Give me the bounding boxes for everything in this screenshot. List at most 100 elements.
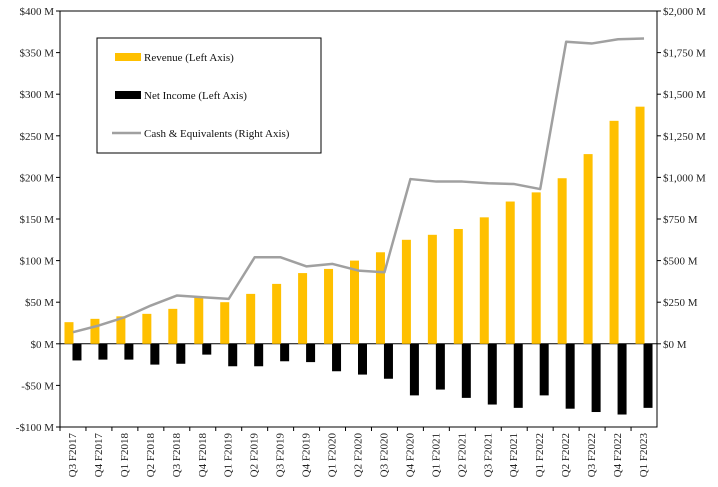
net-income-bar	[461, 343, 471, 398]
x-axis-tick-label: Q2 F2020	[353, 433, 365, 478]
left-axis-tick-label: $200 M	[19, 172, 54, 184]
net-income-bar	[332, 343, 342, 372]
left-axis-tick-label: $400 M	[19, 6, 54, 18]
net-income-bar	[176, 343, 186, 364]
x-axis-tick-label: Q3 F2022	[586, 433, 598, 477]
x-axis-tick-label: Q2 F2019	[249, 433, 261, 478]
x-axis-tick-label: Q1 F2020	[327, 433, 339, 478]
net-income-bar	[358, 343, 367, 375]
right-axis-tick-label: $250 M	[663, 297, 698, 309]
right-axis-tick-label: $1,000 M	[663, 172, 706, 184]
x-axis-tick-label: Q4 F2017	[93, 433, 105, 478]
revenue-bar	[142, 313, 152, 344]
x-axis-tick-label: Q2 F2018	[145, 433, 157, 478]
x-axis-tick-label: Q3 F2019	[275, 433, 287, 478]
revenue-bar	[272, 283, 282, 344]
revenue-bar	[479, 217, 489, 344]
revenue-bar	[220, 302, 230, 344]
x-axis-tick-label: Q2 F2022	[560, 433, 572, 477]
left-axis-tick-label: $100 M	[19, 256, 54, 268]
net-income-bar	[617, 343, 627, 415]
left-axis-tick-label: -$50 M	[21, 380, 54, 392]
right-axis-tick-label: $750 M	[663, 214, 698, 226]
revenue-bar	[505, 201, 515, 344]
x-axis-tick-label: Q1 F2021	[430, 433, 442, 477]
left-axis: -$100 M -$50 M $0 M $50 M $100 M $150 M $200 M…	[16, 6, 60, 434]
x-axis-tick-label: Q4 F2019	[301, 433, 313, 478]
legend-swatch-net-income	[115, 91, 141, 99]
net-income-bar	[565, 343, 575, 409]
legend-label: Cash & Equivalents (Right Axis)	[144, 128, 290, 140]
right-axis-tick-label: $1,500 M	[663, 89, 706, 101]
x-axis-tick-label: Q3 F2017	[67, 433, 79, 478]
x-axis-tick-label: Q4 F2020	[404, 433, 416, 478]
net-income-bar	[487, 343, 497, 405]
x-axis: Q3 F2017 Q4 F2017 Q1 F2018 Q2 F2018 Q3 F2018…	[59, 427, 650, 478]
net-income-bar	[202, 343, 212, 355]
net-income-bar	[124, 343, 134, 360]
legend-label: Revenue (Left Axis)	[144, 52, 234, 64]
revenue-bar	[427, 234, 437, 344]
revenue-bar	[531, 192, 541, 344]
x-axis-tick-label: Q1 F2019	[223, 433, 235, 478]
net-income-bar	[409, 343, 419, 396]
revenue-bar	[116, 316, 126, 344]
x-axis-tick-label: Q2 F2021	[456, 433, 468, 477]
revenue-bars	[64, 106, 645, 344]
left-axis-tick-label: $0 M	[30, 339, 54, 351]
right-axis-tick-label: $2,000 M	[663, 6, 706, 18]
x-axis-tick-label: Q1 F2022	[534, 433, 546, 477]
net-income-bar	[513, 343, 523, 408]
net-income-bars	[72, 343, 653, 415]
revenue-bar	[194, 297, 204, 344]
net-income-bar	[306, 343, 316, 363]
left-axis-tick-label: -$100 M	[16, 422, 54, 434]
revenue-bar	[375, 252, 385, 344]
net-income-bar	[280, 343, 290, 362]
net-income-bar	[383, 343, 393, 379]
left-axis-tick-label: $50 M	[25, 297, 54, 309]
revenue-bar	[635, 106, 645, 344]
net-income-bar	[150, 343, 160, 365]
net-income-bar	[72, 343, 82, 361]
right-axis-tick-label: $1,750 M	[663, 48, 706, 60]
x-axis-tick-label: Q4 F2018	[197, 433, 209, 478]
x-axis-tick-label: Q3 F2021	[482, 433, 494, 477]
net-income-bar	[254, 343, 264, 367]
x-axis-tick-label: Q3 F2018	[171, 433, 183, 478]
net-income-bar	[435, 343, 445, 390]
legend: Revenue (Left Axis) Net Income (Left Axis…	[96, 37, 322, 154]
net-income-bar	[591, 343, 601, 413]
x-axis-tick-label: Q4 F2022	[612, 433, 624, 477]
legend-label: Net Income (Left Axis)	[144, 90, 247, 102]
revenue-bar	[168, 308, 178, 344]
revenue-bar	[609, 120, 619, 344]
right-axis: $0 M $250 M $500 M $750 M $1,000 M $1,250 M $1…	[657, 6, 706, 351]
net-income-bar	[643, 343, 653, 408]
revenue-bar	[90, 318, 100, 344]
net-income-bar	[228, 343, 238, 367]
revenue-bar	[453, 228, 463, 344]
revenue-bar	[246, 293, 256, 344]
revenue-bar	[64, 322, 74, 344]
legend-swatch-revenue	[115, 53, 141, 61]
net-income-bar	[98, 343, 108, 360]
right-axis-tick-label: $1,250 M	[663, 131, 706, 143]
revenue-bar	[350, 260, 359, 344]
right-axis-tick-label: $500 M	[663, 256, 698, 268]
left-axis-tick-label: $250 M	[19, 131, 54, 143]
left-axis-tick-label: $300 M	[19, 89, 54, 101]
x-axis-tick-label: Q1 F2018	[119, 433, 131, 478]
right-axis-tick-label: $0 M	[663, 339, 687, 351]
left-axis-tick-label: $350 M	[19, 48, 54, 60]
net-income-bar	[539, 343, 549, 396]
revenue-bar	[583, 154, 593, 344]
revenue-bar	[324, 268, 334, 344]
revenue-bar	[298, 273, 308, 344]
revenue-bar	[401, 239, 411, 344]
x-axis-tick-label: Q1 F2023	[638, 433, 650, 478]
left-axis-tick-label: $150 M	[19, 214, 54, 226]
cash-line	[72, 37, 645, 334]
